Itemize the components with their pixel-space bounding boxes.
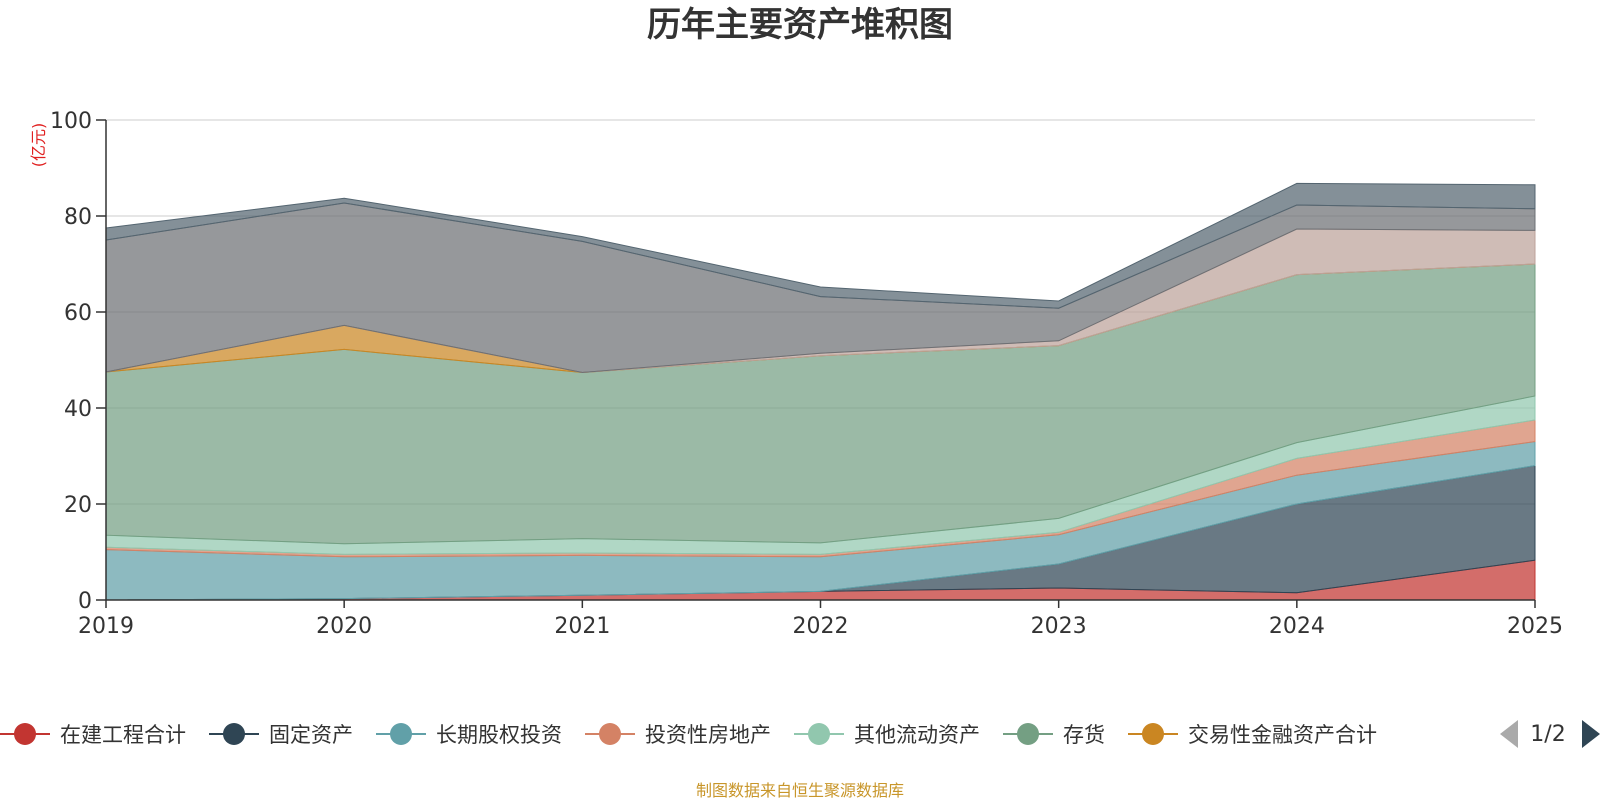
stacked-areas bbox=[105, 182, 1536, 601]
next-page-icon[interactable] bbox=[1582, 720, 1600, 748]
legend-item[interactable]: 固定资产 bbox=[209, 723, 353, 747]
axes: 0 20 40 60 80 100 2019 2020 2021 2022 2023 2024 2025 bbox=[50, 109, 1563, 639]
source-note: 制图数据来自恒生聚源数据库 bbox=[696, 781, 904, 800]
legend-label: 长期股权投资 bbox=[436, 723, 562, 747]
y-tick-label: 60 bbox=[64, 301, 92, 326]
legend-label: 投资性房地产 bbox=[645, 723, 771, 747]
legend-marker bbox=[599, 723, 621, 745]
y-tick-label: 20 bbox=[64, 493, 92, 518]
legend-label: 交易性金融资产合计 bbox=[1188, 723, 1377, 747]
y-tick-label: 40 bbox=[64, 397, 92, 422]
x-tick-label: 2021 bbox=[554, 614, 610, 639]
legend-marker bbox=[223, 723, 245, 745]
legend-label: 固定资产 bbox=[269, 723, 353, 747]
legend-item[interactable]: 在建工程合计 bbox=[0, 723, 186, 747]
legend-item[interactable]: 存货 bbox=[1003, 723, 1105, 747]
legend-marker bbox=[1142, 723, 1164, 745]
legend: 在建工程合计 固定资产 长期股权投资 投资性房地产 其他流动资产 存货 交易性金融资产合计 bbox=[0, 723, 1377, 747]
chart-title: 历年主要资产堆积图 bbox=[647, 5, 953, 45]
legend-item[interactable]: 其他流动资产 bbox=[794, 723, 980, 747]
x-tick-label: 2025 bbox=[1507, 614, 1563, 639]
page-indicator: 1/2 bbox=[1530, 722, 1565, 747]
y-tick-label: 100 bbox=[50, 109, 92, 134]
x-tick-label: 2022 bbox=[793, 614, 849, 639]
legend-item[interactable]: 交易性金融资产合计 bbox=[1128, 723, 1377, 747]
y-axis-unit: (亿元) bbox=[29, 123, 48, 168]
area-series-10 bbox=[105, 182, 1536, 309]
y-tick-label: 0 bbox=[78, 589, 92, 614]
x-tick-label: 2020 bbox=[316, 614, 372, 639]
legend-label: 其他流动资产 bbox=[854, 723, 980, 747]
legend-marker bbox=[808, 723, 830, 745]
prev-page-icon[interactable] bbox=[1500, 720, 1518, 748]
x-tick-label: 2024 bbox=[1269, 614, 1325, 639]
x-tick-label: 2019 bbox=[78, 614, 134, 639]
y-tick-label: 80 bbox=[64, 205, 92, 230]
legend-marker bbox=[1017, 723, 1039, 745]
legend-item[interactable]: 长期股权投资 bbox=[376, 723, 562, 747]
legend-label: 存货 bbox=[1063, 723, 1105, 747]
x-tick-label: 2023 bbox=[1031, 614, 1087, 639]
legend-marker bbox=[14, 723, 36, 745]
legend-pager: 1/2 bbox=[1500, 720, 1600, 748]
legend-marker bbox=[390, 723, 412, 745]
legend-item[interactable]: 投资性房地产 bbox=[585, 723, 771, 747]
legend-label: 在建工程合计 bbox=[60, 723, 186, 747]
